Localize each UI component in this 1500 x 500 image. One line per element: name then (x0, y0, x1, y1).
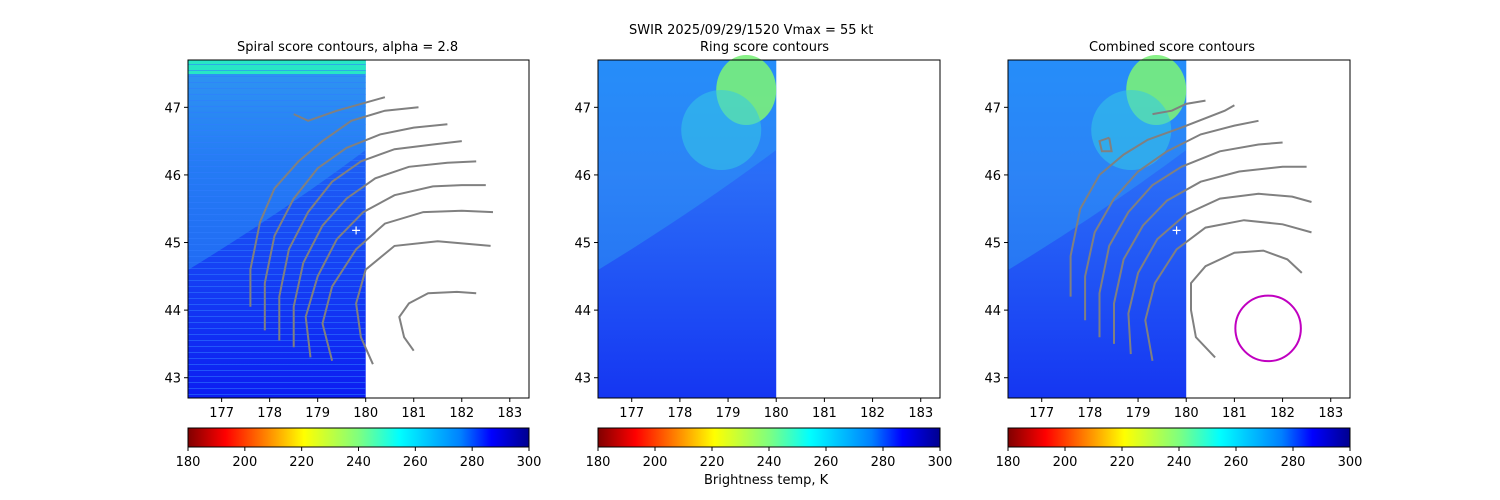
y-tick-label: 45 (984, 237, 1001, 252)
ring-colorbar (597, 427, 941, 448)
colorbar-tick-label: 300 (928, 455, 953, 470)
x-tick-label: 182 (860, 406, 885, 421)
colorbar-tick-label: 300 (517, 455, 542, 470)
y-tick-label: 45 (164, 237, 181, 252)
storm-circle (1234, 294, 1302, 363)
x-tick-label: 177 (209, 406, 234, 421)
x-tick-label: 180 (353, 406, 378, 421)
spiral-scan-lines (188, 60, 366, 398)
combined-contour-line (1069, 104, 1235, 297)
y-tick-label: 44 (984, 304, 1001, 319)
combined-axes-frame (1007, 59, 1351, 399)
colorbar-tick-label: 240 (1167, 455, 1192, 470)
colorbar-label: Brightness temp, K (704, 473, 829, 488)
y-tick-label: 43 (164, 372, 181, 387)
x-tick-label: 181 (1222, 406, 1247, 421)
x-tick-label: 183 (1318, 406, 1343, 421)
combined-contour-line (1098, 136, 1113, 153)
spiral-contour-line (355, 240, 491, 365)
x-tick-label: 180 (1174, 406, 1199, 421)
spiral-contour-line (292, 160, 477, 348)
colorbar-tick-label: 260 (1224, 455, 1249, 470)
y-tick-label: 44 (574, 304, 591, 319)
colorbar-tick-label: 280 (1281, 455, 1306, 470)
combined-contour-line (1144, 219, 1312, 361)
combined-contour-line (1190, 249, 1303, 359)
y-tick-label: 45 (574, 237, 591, 252)
combined-colorbar (1007, 427, 1351, 448)
y-tick-label: 46 (574, 169, 591, 184)
colorbar-tick-label: 180 (996, 455, 1021, 470)
x-tick-label: 178 (667, 406, 692, 421)
ring-cloud-core (681, 90, 762, 170)
x-tick-label: 178 (257, 406, 282, 421)
spiral-contour-line (263, 123, 448, 331)
spiral-contour-line (249, 106, 419, 307)
combined-contour-line (1113, 165, 1307, 344)
x-tick-label: 179 (1126, 406, 1151, 421)
x-tick-label: 178 (1077, 406, 1102, 421)
spiral-contour-line (293, 96, 386, 122)
combined-cloud-core (1091, 90, 1172, 170)
x-tick-label: 181 (812, 406, 837, 421)
y-tick-label: 46 (164, 169, 181, 184)
ring-axes-frame (597, 59, 941, 399)
colorbar-tick-label: 300 (1338, 455, 1363, 470)
colorbar-tick-label: 180 (586, 455, 611, 470)
center-marker (1172, 226, 1181, 235)
colorbar-tick-label: 220 (1110, 455, 1135, 470)
y-tick-label: 47 (984, 101, 1001, 116)
colorbar-tick-label: 240 (346, 455, 371, 470)
combined-contour-line (1084, 119, 1259, 321)
spiral-colorbar (187, 427, 530, 448)
colorbar-tick-label: 200 (232, 455, 257, 470)
spiral-contour-line (278, 140, 462, 341)
x-tick-label: 183 (908, 406, 933, 421)
y-tick-label: 47 (164, 101, 181, 116)
x-tick-label: 179 (716, 406, 741, 421)
colorbar-tick-label: 280 (460, 455, 485, 470)
spiral-contour-line (398, 290, 477, 352)
spiral-contour-line (304, 184, 486, 358)
ring-panel: 177 178 179 180 181 182 183 43 44 45 46 47 180 200 220… (574, 55, 952, 470)
combined-contour-line (1127, 192, 1312, 355)
colorbar-tick-label: 200 (1053, 455, 1078, 470)
colorbar-tick-label: 260 (814, 455, 839, 470)
colorbar-tick-label: 260 (403, 455, 428, 470)
center-marker (352, 226, 361, 235)
figure-suptitle: SWIR 2025/09/29/1520 Vmax = 55 kt (629, 23, 874, 38)
x-tick-label: 183 (497, 406, 522, 421)
y-tick-label: 43 (574, 372, 591, 387)
x-tick-label: 181 (401, 406, 426, 421)
y-tick-label: 43 (984, 372, 1001, 387)
y-tick-label: 44 (164, 304, 181, 319)
spiral-contour-line (321, 209, 494, 362)
colorbar-tick-label: 200 (643, 455, 668, 470)
x-tick-label: 182 (1270, 406, 1295, 421)
combined-panel-title: Combined score contours (1089, 40, 1255, 55)
x-tick-label: 180 (764, 406, 789, 421)
ring-panel-title: Ring score contours (700, 40, 830, 55)
y-tick-label: 46 (984, 169, 1001, 184)
colorbar-tick-label: 180 (176, 455, 201, 470)
spiral-axes-frame (187, 59, 530, 399)
colorbar-tick-label: 220 (289, 455, 314, 470)
y-tick-label: 47 (574, 101, 591, 116)
colorbar-tick-label: 240 (757, 455, 782, 470)
x-tick-label: 179 (305, 406, 330, 421)
combined-contour-line (1152, 99, 1206, 116)
spiral-panel: 177 178 179 180 181 182 183 43 44 45 46 47 180 200 220… (164, 59, 542, 470)
colorbar-tick-label: 220 (700, 455, 725, 470)
spiral-panel-title: Spiral score contours, alpha = 2.8 (237, 40, 459, 55)
x-tick-label: 177 (619, 406, 644, 421)
colorbar-tick-label: 280 (871, 455, 896, 470)
x-tick-label: 177 (1029, 406, 1054, 421)
combined-panel: 177 178 179 180 181 182 183 43 44 45 46 47 180 200 220… (984, 55, 1362, 470)
combined-contour-line (1098, 141, 1283, 338)
x-tick-label: 182 (449, 406, 474, 421)
